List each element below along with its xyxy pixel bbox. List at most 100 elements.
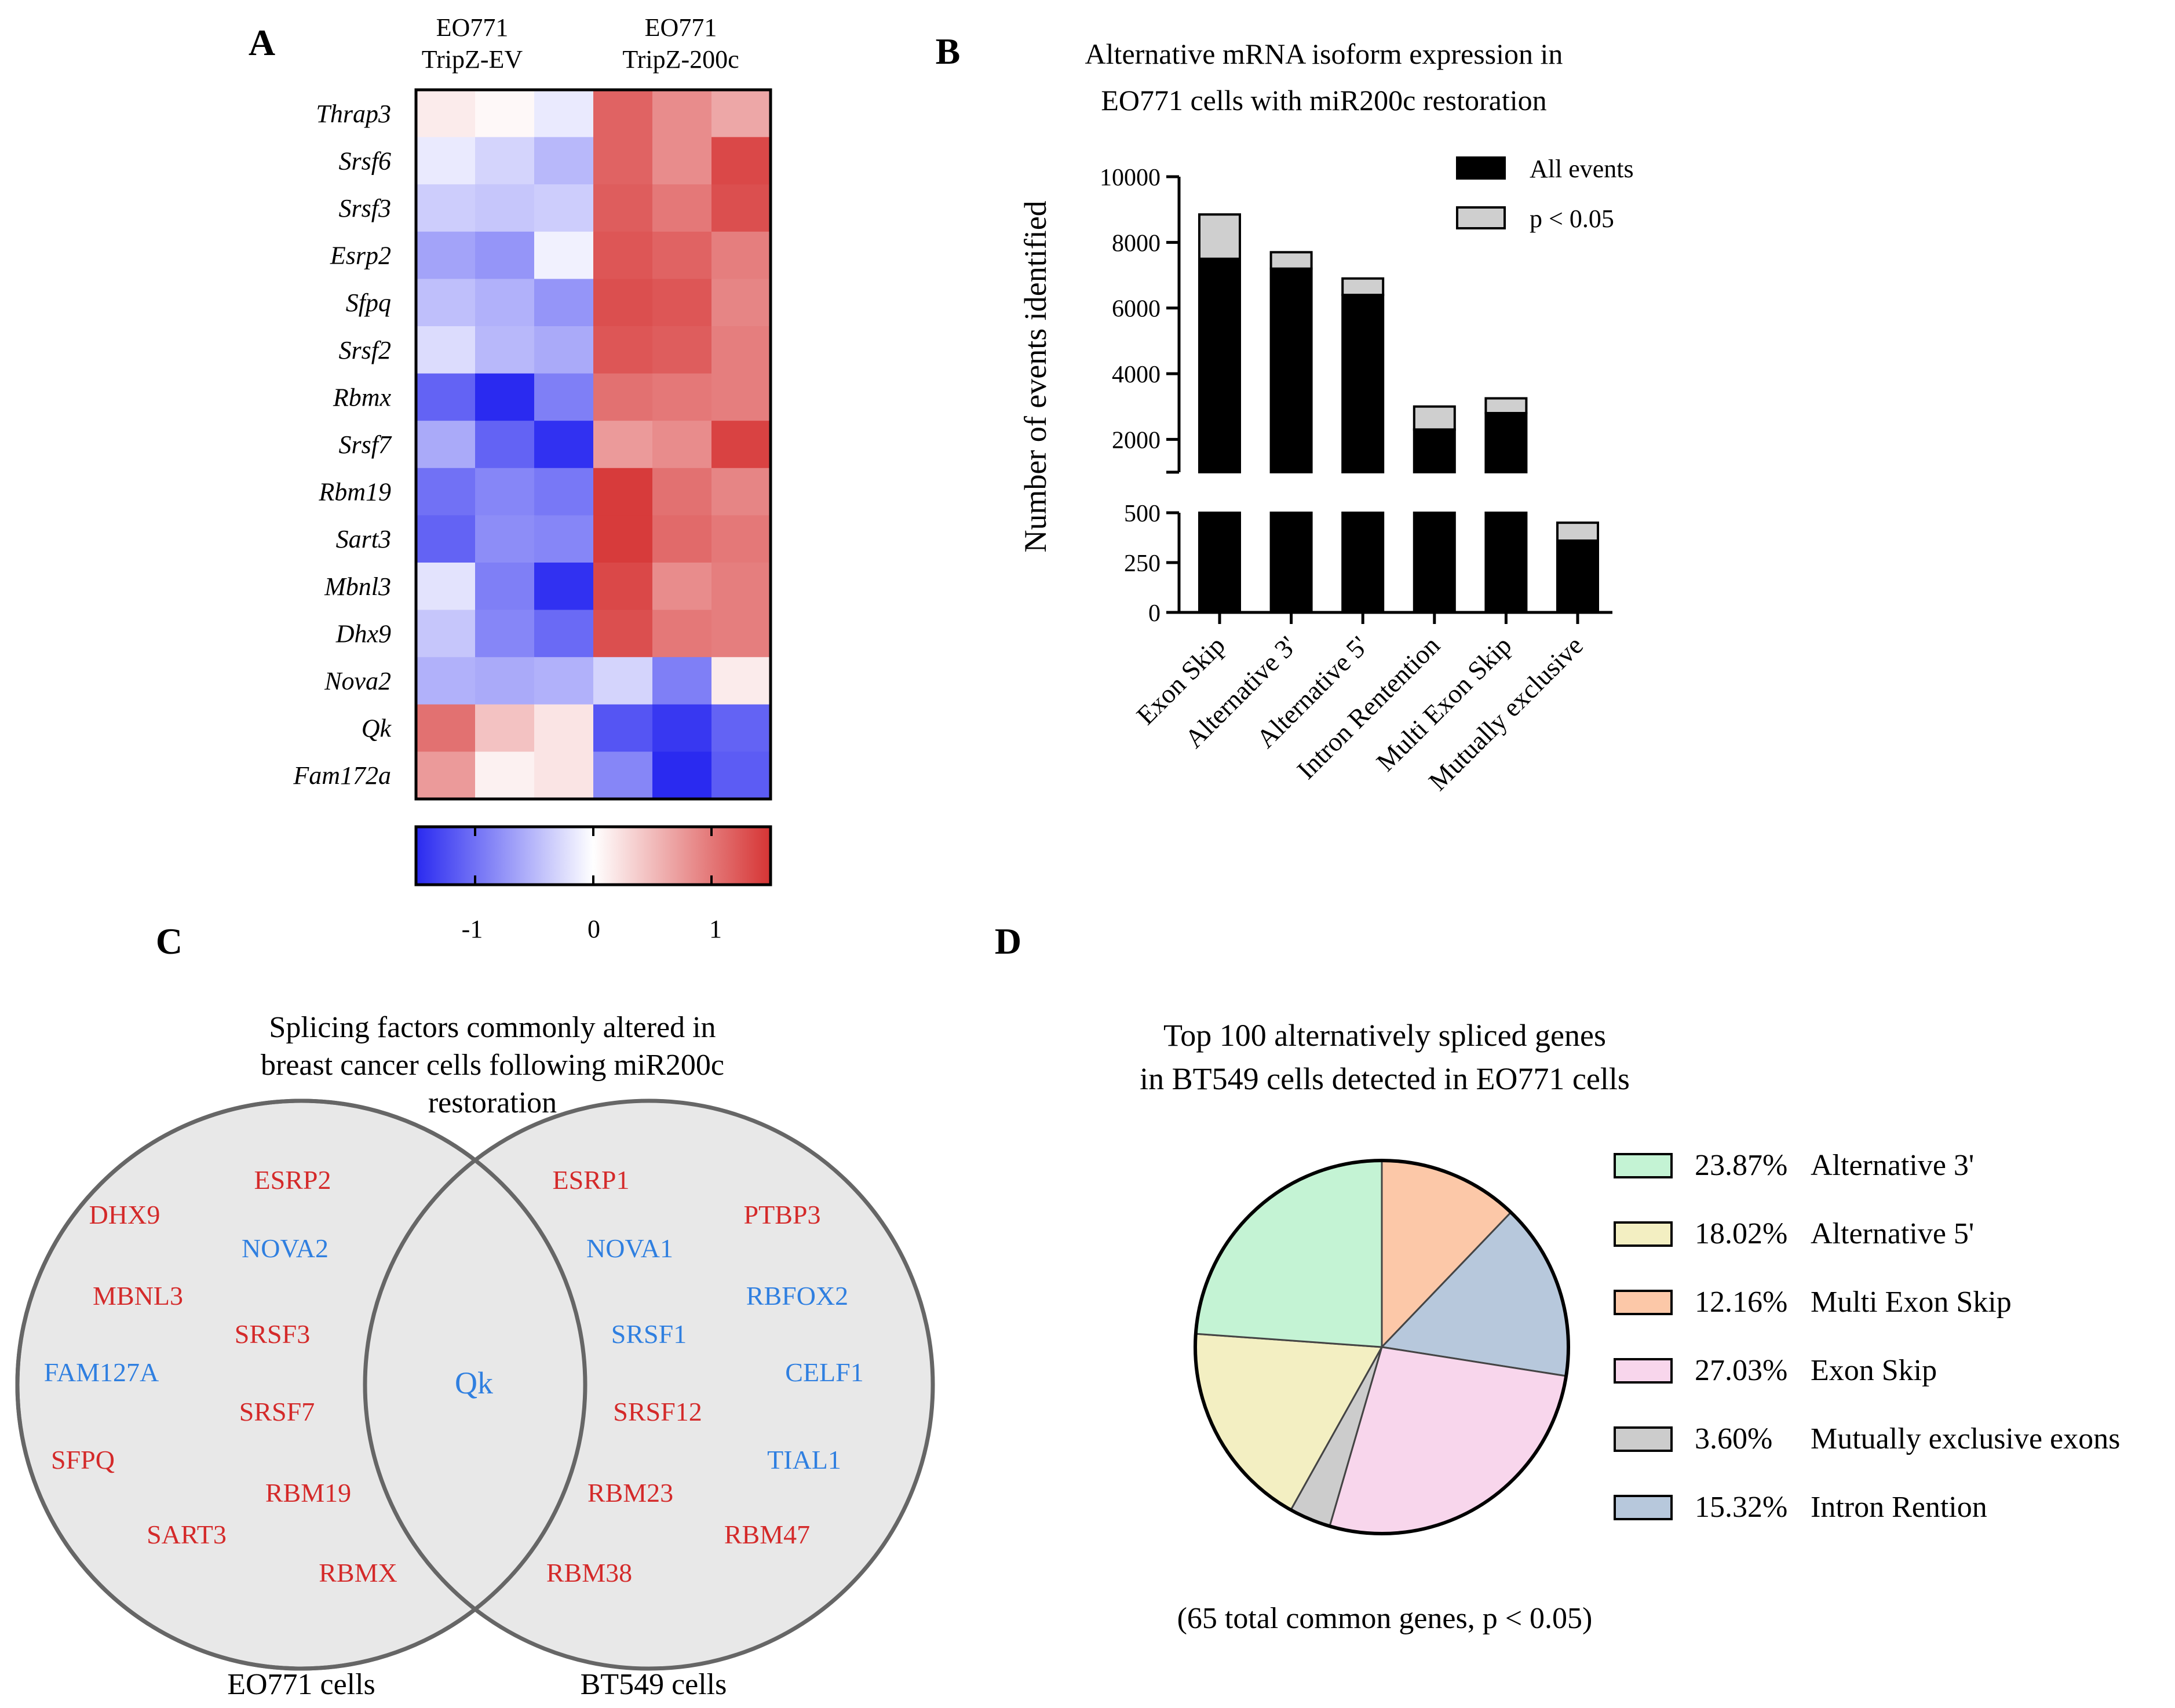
pie-title-line2: in BT549 cells detected in EO771 cells [1140, 1061, 1630, 1096]
bar-all-events [1484, 412, 1528, 473]
heatmap-cell [534, 704, 594, 752]
heatmap-cell [711, 231, 771, 279]
heatmap-cell [711, 610, 771, 658]
heatmap-cell [475, 657, 535, 705]
venn-item-bt549: RBM38 [546, 1558, 632, 1587]
venn-panel: Splicing factors commonly altered in bre… [15, 1011, 935, 1701]
colorbar-tick-label: 0 [587, 915, 600, 943]
heatmap-cells [416, 90, 771, 800]
heatmap-row-label: Qk [362, 714, 392, 743]
bar-all-events [1269, 267, 1313, 473]
heatmap-cell [416, 184, 476, 232]
heatmap-cell [711, 657, 771, 705]
heatmap-cell [593, 184, 653, 232]
venn-title-line3: restoration [428, 1086, 557, 1119]
venn-item-bt549: SRSF12 [613, 1397, 702, 1426]
heatmap-cell [593, 704, 653, 752]
heatmap-cell [711, 373, 771, 421]
venn-item-eo771: SRSF3 [235, 1319, 310, 1349]
heatmap-cell [534, 657, 594, 705]
venn-item-eo771: SFPQ [51, 1445, 115, 1475]
heatmap-cell [593, 751, 653, 800]
heatmap-cell [652, 231, 712, 279]
heatmap-cell [534, 90, 594, 138]
venn-item-bt549: SRSF1 [611, 1319, 687, 1349]
heatmap-cell [711, 751, 771, 800]
heatmap-cell [593, 468, 653, 516]
heatmap-cell [534, 421, 594, 469]
pie-legend-label: Mutually exclusive exons [1811, 1422, 2120, 1455]
bar-chart-title-line1: Alternative mRNA isoform expression in [1085, 38, 1563, 70]
heatmap-cell [534, 184, 594, 232]
pie-legend-percent: 12.16% [1695, 1286, 1787, 1319]
venn-item-eo771: RBMX [319, 1558, 397, 1587]
panel-label-a: A [249, 22, 275, 63]
bar-all-events [1556, 539, 1599, 614]
venn-item-eo771: DHX9 [89, 1200, 160, 1229]
heatmap-row-label: Esrp2 [330, 242, 391, 270]
pie-legend-swatch [1614, 1153, 1673, 1178]
heatmap-cell [416, 279, 476, 327]
pie-legend-percent: 3.60% [1695, 1422, 1772, 1455]
heatmap-cell [593, 373, 653, 421]
heatmap-cell [652, 657, 712, 705]
heatmap-cell [416, 751, 476, 800]
venn-item-eo771: NOVA2 [242, 1233, 329, 1263]
heatmap-row-label: Srsf3 [339, 194, 391, 222]
heatmap-cell [475, 610, 535, 658]
venn-circle-bt549 [363, 1098, 935, 1671]
bar-chart-legend: All events p < 0.05 [1456, 155, 1634, 233]
y-tick-label: 4000 [1112, 362, 1161, 388]
heatmap-cell [711, 468, 771, 516]
pie-legend-label: Intron Rention [1811, 1491, 1987, 1524]
venn-items: ESRP2 DHX9 NOVA2 MBNL3 SRSF3 FAM127A SRSF7 SFPQ… [44, 1165, 864, 1587]
heatmap-cell [711, 704, 771, 752]
heatmap-cell [416, 373, 476, 421]
group-label-200c-line1: EO771 [645, 13, 717, 42]
bar-all-events [1198, 257, 1241, 473]
y-tick-label: 10000 [1100, 165, 1161, 191]
pie-legend-percent: 27.03% [1695, 1354, 1787, 1387]
venn-intersection-item: Qk [455, 1366, 493, 1400]
pie-slice [1195, 1159, 1383, 1348]
legend-swatch-p-significant [1456, 206, 1506, 229]
heatmap-row-label: Fam172a [293, 761, 391, 790]
bar-p-significant [1556, 521, 1599, 542]
pie-legend-label: Alternative 5' [1811, 1217, 1974, 1250]
heatmap-cell [534, 468, 594, 516]
venn-item-bt549: ESRP1 [553, 1165, 630, 1195]
pie-legend: 23.87% Alternative 3' 18.02% Alternative 5'… [1614, 1149, 2120, 1524]
heatmap-cell [652, 279, 712, 327]
pie-panel: Top 100 alternatively spliced genes in B… [1140, 1018, 2120, 1635]
heatmap-cell [593, 657, 653, 705]
venn-item-bt549: RBM47 [724, 1520, 810, 1549]
heatmap-colorbar [414, 825, 772, 886]
heatmap-cell [593, 326, 653, 374]
heatmap-border [414, 88, 772, 801]
heatmap-cell [534, 610, 594, 658]
bar-p-significant [1484, 397, 1528, 414]
venn-set-label-eo771: EO771 cells [227, 1668, 375, 1701]
venn-item-bt549: PTBP3 [744, 1200, 821, 1229]
colorbar-tick-label: 1 [709, 915, 722, 943]
heatmap-cell [534, 563, 594, 611]
pie-legend-percent: 15.32% [1695, 1491, 1787, 1524]
y-tick-label: 0 [1148, 600, 1161, 627]
heatmap-cell [475, 137, 535, 185]
bar-all-events [1413, 428, 1456, 473]
heatmap-cell [652, 421, 712, 469]
heatmap-row-label: Sart3 [336, 525, 391, 553]
heatmap-cell [416, 657, 476, 705]
bar-p-significant [1413, 405, 1456, 431]
pie-title-line1: Top 100 alternatively spliced genes [1163, 1018, 1606, 1053]
heatmap-cell [475, 515, 535, 563]
heatmap-cell [534, 515, 594, 563]
heatmap-cell [416, 704, 476, 752]
heatmap-cell [416, 421, 476, 469]
heatmap-row-label: Rbmx [333, 383, 392, 411]
bar-chart-title-line2: EO771 cells with miR200c restoration [1101, 84, 1546, 116]
panel-label-d: D [995, 921, 1021, 962]
heatmap-cell [652, 468, 712, 516]
heatmap-cell [475, 704, 535, 752]
pie-legend-swatch [1614, 1358, 1673, 1384]
